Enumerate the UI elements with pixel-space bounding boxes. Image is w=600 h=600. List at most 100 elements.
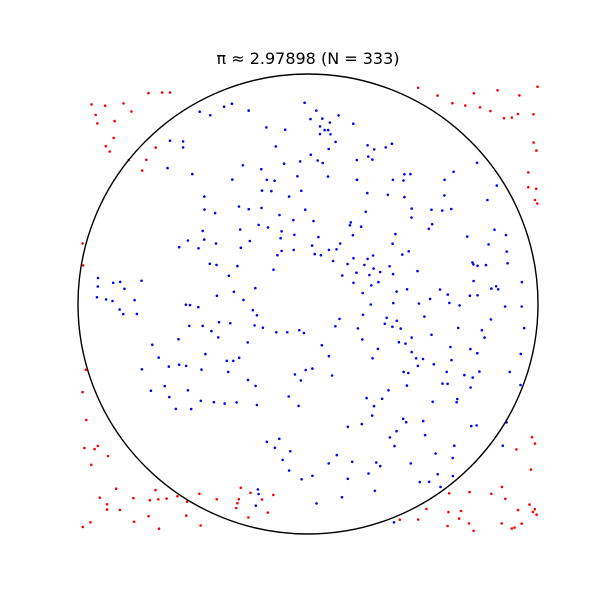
inside-point xyxy=(370,414,374,417)
inside-point xyxy=(232,359,235,363)
outside-point xyxy=(510,527,514,530)
inside-point xyxy=(441,382,444,385)
outside-point xyxy=(478,106,482,109)
outside-point xyxy=(157,527,161,530)
inside-point xyxy=(225,359,229,363)
inside-point xyxy=(315,502,318,505)
inside-point xyxy=(371,357,374,360)
outside-point xyxy=(500,522,504,525)
inside-point xyxy=(278,437,281,441)
inside-point xyxy=(480,328,484,332)
inside-point xyxy=(311,367,314,370)
inside-point xyxy=(395,290,398,293)
outside-point xyxy=(249,491,252,495)
inside-point xyxy=(334,325,337,328)
inside-point xyxy=(476,351,479,355)
inside-point xyxy=(329,133,332,136)
inside-point xyxy=(238,228,242,231)
inside-point xyxy=(96,285,100,288)
inside-point xyxy=(327,462,331,465)
inside-point xyxy=(366,257,369,261)
inside-point xyxy=(503,305,507,308)
inside-point xyxy=(443,178,446,182)
inside-point xyxy=(356,327,360,330)
inside-point xyxy=(265,178,269,182)
outside-point xyxy=(457,517,461,520)
inside-point xyxy=(451,456,455,460)
inside-point xyxy=(184,364,188,368)
outside-point xyxy=(160,91,164,94)
inside-point xyxy=(394,232,397,236)
inside-point xyxy=(282,162,286,165)
inside-point xyxy=(505,250,509,253)
outside-point xyxy=(490,492,493,496)
inside-point xyxy=(168,139,172,142)
outside-point xyxy=(496,89,499,92)
inside-point xyxy=(352,256,355,260)
inside-points-group xyxy=(95,101,526,524)
inside-point xyxy=(355,158,359,162)
inside-point xyxy=(209,113,212,117)
outside-point xyxy=(532,141,535,144)
inside-point xyxy=(468,294,472,298)
inside-point xyxy=(199,399,203,403)
inside-point xyxy=(476,264,479,268)
outside-point xyxy=(103,104,107,107)
inside-point xyxy=(236,264,239,268)
inside-point xyxy=(522,326,526,330)
inside-point xyxy=(520,280,524,284)
inside-point xyxy=(247,109,250,112)
outside-point xyxy=(536,202,539,205)
inside-point xyxy=(328,121,332,124)
inside-point xyxy=(229,322,232,325)
inside-point xyxy=(273,446,277,450)
inside-point xyxy=(397,340,401,344)
outside-point xyxy=(90,463,93,467)
outside-point xyxy=(436,94,439,97)
inside-point xyxy=(472,279,475,283)
outside-point xyxy=(533,198,537,202)
inside-point xyxy=(287,469,291,472)
outside-point xyxy=(148,498,152,502)
outside-point xyxy=(531,510,535,514)
inside-point xyxy=(363,263,366,267)
inside-point xyxy=(311,474,314,478)
inside-point xyxy=(361,313,365,317)
inside-point xyxy=(416,364,420,368)
outside-point xyxy=(85,418,88,422)
inside-point xyxy=(303,101,306,105)
inside-point xyxy=(443,194,446,197)
inside-point xyxy=(378,270,382,274)
inside-point xyxy=(283,128,287,131)
inside-point xyxy=(475,161,479,165)
inside-point xyxy=(495,184,499,187)
inside-point xyxy=(184,303,188,307)
outside-point xyxy=(533,442,537,445)
inside-point xyxy=(261,326,265,330)
inside-point xyxy=(321,161,325,165)
inside-point xyxy=(355,178,359,182)
inside-point xyxy=(266,226,270,229)
inside-point xyxy=(316,159,320,162)
inside-point xyxy=(118,280,122,284)
inside-point xyxy=(151,343,154,347)
outside-point xyxy=(154,146,157,149)
inside-point xyxy=(210,329,213,333)
inside-point xyxy=(469,386,472,389)
inside-point xyxy=(140,279,143,283)
inside-point xyxy=(401,417,405,421)
inside-point xyxy=(188,303,192,307)
inside-point xyxy=(235,401,238,404)
inside-point xyxy=(292,218,295,222)
inside-point xyxy=(257,492,260,496)
inside-point xyxy=(135,312,139,316)
inside-point xyxy=(254,286,257,290)
inside-point xyxy=(446,382,449,386)
inside-point xyxy=(410,216,413,219)
inside-point xyxy=(493,228,496,231)
inside-point xyxy=(265,126,268,129)
outside-point xyxy=(518,94,521,97)
inside-point xyxy=(303,208,307,211)
outside-point xyxy=(272,493,275,497)
inside-point xyxy=(237,205,241,208)
